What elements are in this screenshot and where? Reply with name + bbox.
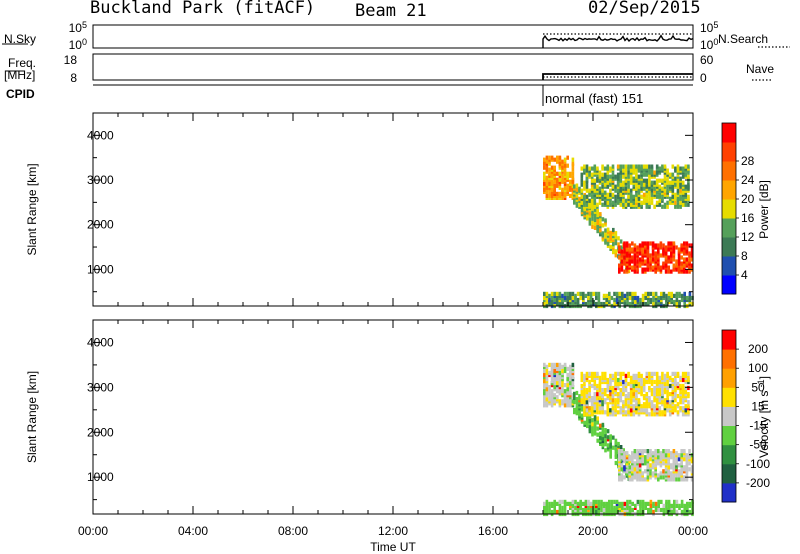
colorbar-segment — [722, 349, 736, 369]
colorbar-segment — [722, 180, 736, 200]
colorbar-tick-label: 4 — [741, 268, 748, 282]
echo-region-4 — [580, 164, 690, 209]
site-title: Buckland Park (fitACF) — [90, 0, 316, 18]
date-title: 02/Sep/2015 — [588, 0, 701, 18]
colorbar-label: Power [dB] — [757, 180, 771, 239]
colorbar-segment — [722, 368, 736, 388]
colorbar-tick-label: 15 — [751, 399, 765, 413]
colorbar-segment — [722, 256, 736, 276]
noise-tick-right-high: 105 — [700, 20, 718, 35]
echo-region-1 — [543, 362, 575, 408]
noise-tick-left-low: 100 — [69, 37, 87, 52]
range-time-panel-1 — [92, 112, 739, 309]
beam-title: Beam 21 — [355, 1, 427, 21]
colorbar-segment — [722, 218, 736, 238]
y-tick-label: 3000 — [87, 173, 114, 187]
y-axis-label: Slant Range [km] — [25, 163, 39, 255]
scatter-cells-1 — [543, 155, 694, 309]
x-tick-label: 04:00 — [178, 524, 208, 538]
colorbar-tick-label: -100 — [746, 457, 770, 471]
y-tick-label: 3000 — [87, 380, 114, 394]
nave-tick-low: 0 — [700, 71, 707, 85]
colorbar-segment — [722, 199, 736, 219]
colorbar-segment — [722, 463, 736, 484]
colorbar-frame — [721, 122, 737, 295]
colorbar-segment — [722, 123, 736, 143]
echo-region-3 — [618, 241, 694, 274]
colorbar-2 — [721, 329, 739, 503]
y-axis-label: Slant Range [km] — [25, 371, 39, 463]
colorbar-segment — [722, 161, 736, 181]
x-tick-label: 00:00 — [78, 524, 108, 538]
colorbar-segment — [722, 406, 736, 426]
freq-trace — [542, 73, 693, 80]
freq-panel-frame — [92, 53, 694, 81]
nave-tick-high: 60 — [700, 53, 714, 67]
x-tick-label: 20:00 — [578, 524, 608, 538]
colorbar-tick-label: 100 — [748, 361, 768, 375]
colorbar-tick-label: 8 — [741, 249, 748, 263]
x-tick-label: 16:00 — [478, 524, 508, 538]
freq-label: Freq. — [8, 56, 37, 70]
cpid-label: CPID — [6, 87, 35, 101]
nsearch-label: N.Search — [718, 32, 769, 46]
colorbar-segment — [722, 275, 736, 295]
colorbar-1 — [721, 122, 739, 295]
colorbar-segment — [722, 142, 736, 162]
y-tick-label: 4000 — [87, 128, 114, 142]
x-tick-label: 08:00 — [278, 524, 308, 538]
colorbar-tick-label: 12 — [741, 230, 755, 244]
colorbar-tick-label: -50 — [749, 438, 767, 452]
y-tick-label: 2000 — [87, 425, 114, 439]
colorbar-frame — [721, 329, 737, 503]
noise-panel-frame — [92, 24, 694, 49]
echo-region-5 — [543, 291, 694, 309]
echo-region-4 — [580, 371, 690, 417]
noise-tick-right-low: 100 — [700, 37, 718, 52]
range-time-panel-2 — [92, 319, 739, 517]
nave-label: Nave — [746, 62, 775, 76]
colorbar-tick-label: 24 — [741, 173, 755, 187]
plot-frame-2 — [92, 319, 694, 515]
colorbar-segment — [722, 425, 736, 446]
nsky-label: N.Sky — [4, 32, 37, 46]
colorbar-segment — [722, 482, 736, 503]
colorbar-tick-label: -15 — [749, 419, 767, 433]
y-tick-label: 1000 — [87, 262, 114, 276]
freq-tick-high: 18 — [64, 53, 78, 67]
colorbar-tick-label: 28 — [741, 154, 755, 168]
y-tick-label: 4000 — [87, 335, 114, 349]
plot-frame-1 — [92, 112, 694, 307]
nsky-trace — [542, 34, 694, 48]
colorbar-tick-label: 50 — [751, 380, 765, 394]
y-tick-label: 2000 — [87, 218, 114, 232]
colorbar-segment — [722, 237, 736, 257]
x-tick-label: 00:00 — [678, 524, 708, 538]
colorbar-tick-label: 20 — [741, 192, 755, 206]
freq-tick-low: 8 — [70, 71, 77, 85]
colorbar-tick-label: -200 — [746, 476, 770, 490]
echo-region-1 — [543, 155, 575, 200]
x-tick-label: 12:00 — [378, 524, 408, 538]
y-tick-label: 1000 — [87, 470, 114, 484]
colorbar-segment — [722, 387, 736, 407]
colorbar-label: Velocity [m s -1] — [756, 376, 771, 458]
colorbar-segment — [722, 330, 736, 350]
noise-tick-left-high: 105 — [69, 20, 87, 35]
colorbar-segment — [722, 444, 736, 465]
echo-region-3 — [618, 449, 694, 482]
scatter-cells-2 — [543, 362, 694, 517]
colorbar-tick-label: 200 — [748, 342, 768, 356]
colorbar-tick-label: 16 — [741, 211, 755, 225]
x-axis-label: Time UT — [370, 540, 416, 554]
cpid-text: normal (fast) 151 — [545, 91, 644, 106]
